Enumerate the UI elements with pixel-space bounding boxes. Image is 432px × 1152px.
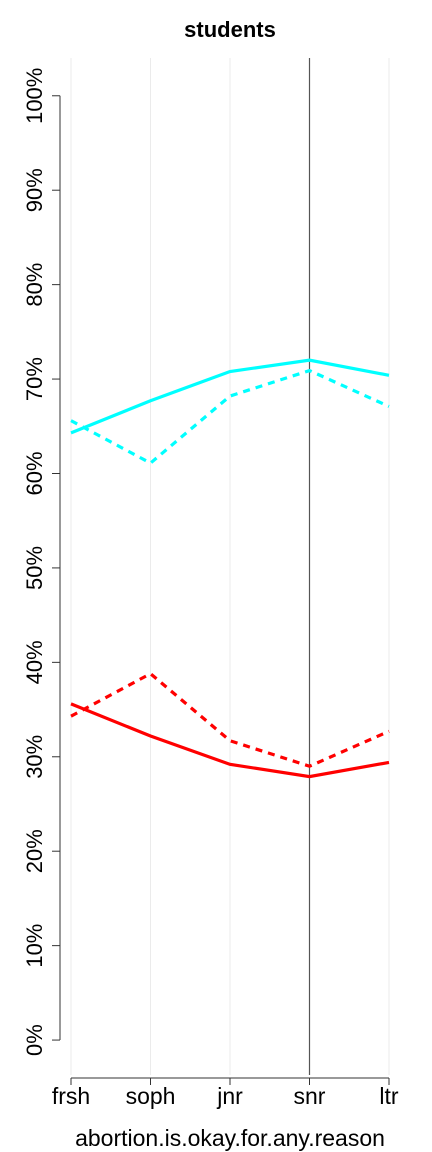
x-tick-label: frsh: [52, 1083, 90, 1109]
x-tick-label: soph: [126, 1083, 176, 1109]
x-tick-label: ltr: [379, 1083, 399, 1109]
x-axis-label: abortion.is.okay.for.any.reason: [75, 1125, 385, 1151]
y-tick-label: 90%: [22, 168, 47, 212]
y-tick-label: 80%: [22, 263, 47, 307]
y-tick-label: 20%: [22, 829, 47, 873]
y-tick-label: 100%: [22, 68, 47, 124]
series-line: [70, 358, 390, 435]
series-line: [70, 702, 390, 779]
y-tick-label: 60%: [22, 451, 47, 495]
y-tick-label: 50%: [22, 546, 47, 590]
y-tick-label: 30%: [22, 735, 47, 779]
y-tick-label: 70%: [22, 357, 47, 401]
y-tick-label: 0%: [22, 1024, 47, 1056]
y-tick-label: 40%: [22, 640, 47, 684]
y-tick-label: 10%: [22, 924, 47, 968]
x-tick-label: snr: [294, 1083, 326, 1109]
x-tick-label: jnr: [216, 1083, 243, 1109]
chart-title: students: [184, 17, 276, 42]
